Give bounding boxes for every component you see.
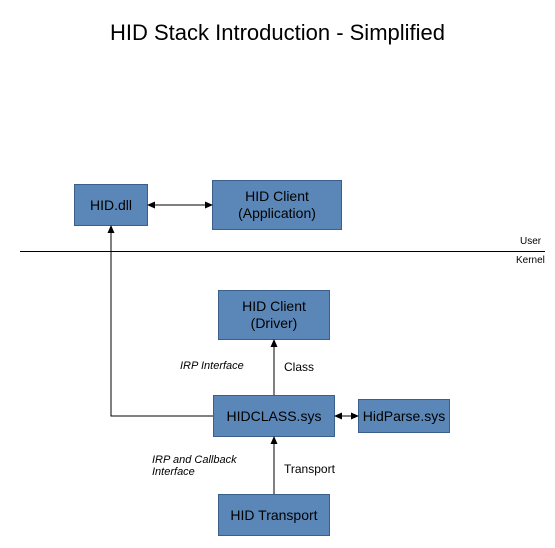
edge-class-dll <box>111 226 213 416</box>
connectors <box>0 0 555 548</box>
